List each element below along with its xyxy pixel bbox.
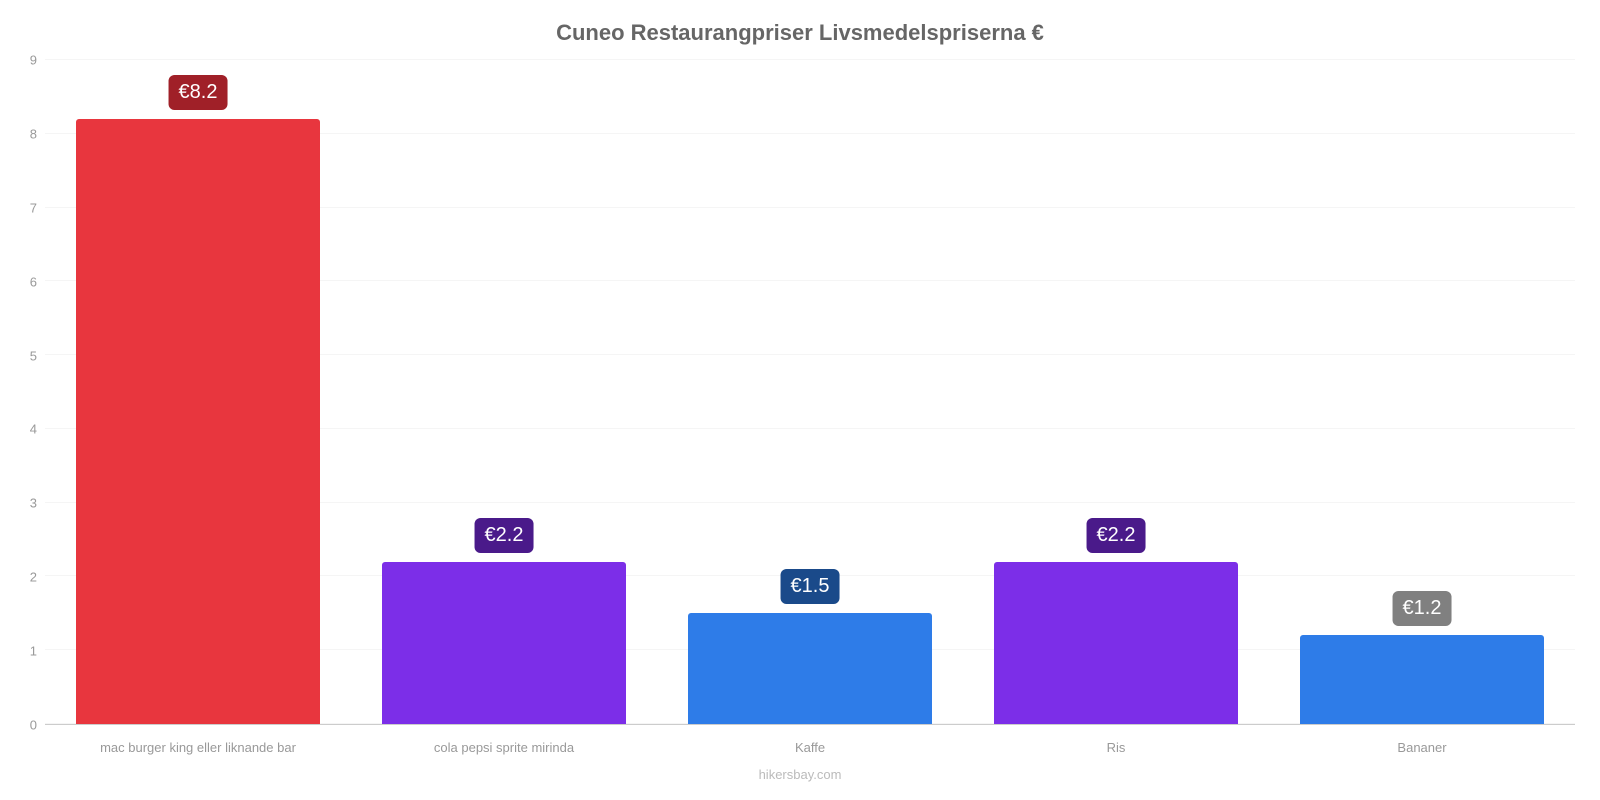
bar: €2.2 (994, 562, 1239, 724)
source-caption: hikersbay.com (0, 767, 1600, 782)
y-tick-label: 1 (30, 644, 37, 659)
bar: €2.2 (382, 562, 627, 724)
bar-slot: €1.2 (1269, 60, 1575, 724)
bar: €1.2 (1300, 635, 1545, 724)
y-tick-label: 3 (30, 496, 37, 511)
bar-value-label: €2.2 (1087, 518, 1146, 553)
bars-group: €8.2 €2.2 €1.5 €2.2 €1.2 (45, 60, 1575, 724)
y-tick-label: 7 (30, 200, 37, 215)
plot-area: €8.2 €2.2 €1.5 €2.2 €1.2 (45, 60, 1575, 725)
y-axis: 0123456789 (0, 60, 45, 725)
bar-value-label: €1.2 (1393, 591, 1452, 626)
bar-value-label: €2.2 (475, 518, 534, 553)
x-tick-label: Kaffe (657, 740, 963, 755)
chart-container: Cuneo Restaurangpriser Livsmedelsprisern… (0, 0, 1600, 800)
x-axis-labels: mac burger king eller liknande barcola p… (45, 740, 1575, 755)
x-tick-label: Ris (963, 740, 1269, 755)
y-tick-label: 0 (30, 718, 37, 733)
y-tick-label: 8 (30, 126, 37, 141)
bar-slot: €1.5 (657, 60, 963, 724)
bar-slot: €8.2 (45, 60, 351, 724)
chart-title: Cuneo Restaurangpriser Livsmedelsprisern… (0, 20, 1600, 46)
y-tick-label: 9 (30, 53, 37, 68)
y-tick-label: 2 (30, 570, 37, 585)
bar: €1.5 (688, 613, 933, 724)
y-tick-label: 6 (30, 274, 37, 289)
bar-value-label: €1.5 (781, 569, 840, 604)
x-tick-label: Bananer (1269, 740, 1575, 755)
bar-value-label: €8.2 (169, 75, 228, 110)
y-tick-label: 4 (30, 422, 37, 437)
y-tick-label: 5 (30, 348, 37, 363)
x-tick-label: cola pepsi sprite mirinda (351, 740, 657, 755)
bar-slot: €2.2 (351, 60, 657, 724)
bar-slot: €2.2 (963, 60, 1269, 724)
x-tick-label: mac burger king eller liknande bar (45, 740, 351, 755)
bar: €8.2 (76, 119, 321, 724)
